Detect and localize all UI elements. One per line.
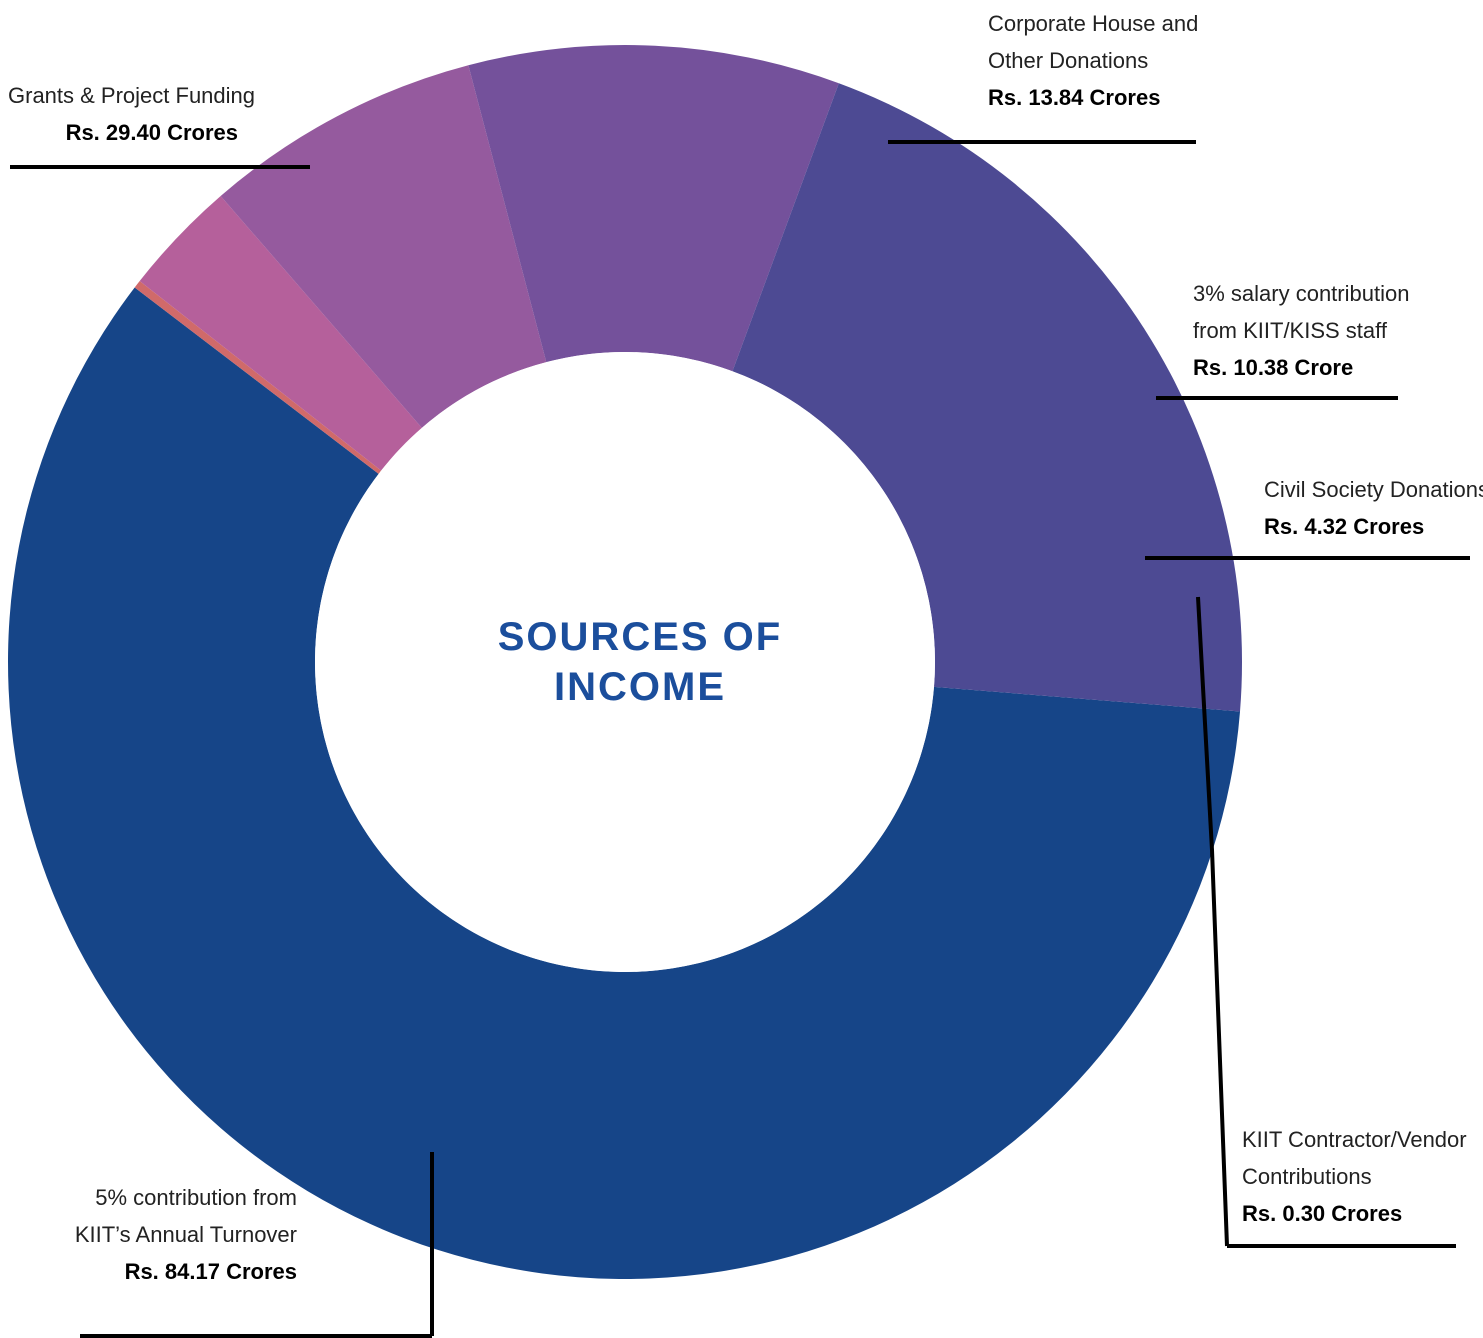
slice-label-text: 5% contribution from (95, 1185, 297, 1210)
slice-value-text: Rs. 0.30 Crores (1242, 1201, 1403, 1226)
slice-label-text: Other Donations (988, 48, 1149, 73)
slice-label-vendor: KIIT Contractor/Vendor Contributions Rs.… (1242, 1121, 1467, 1232)
donut-slice-3 (220, 65, 547, 428)
slice-value-text: Rs. 84.17 Crores (124, 1259, 297, 1284)
slice-label-text: KIIT Contractor/Vendor (1242, 1127, 1467, 1152)
leader-lines (10, 140, 1470, 1338)
slice-label-text: Civil Society Donations (1264, 477, 1483, 502)
donut-hole (315, 352, 935, 972)
donut-slice-5 (732, 83, 1242, 712)
donut-slice-2 (139, 195, 422, 471)
slice-value-text: Rs. 10.38 Crore (1193, 355, 1354, 380)
slice-label-text: Corporate House and (988, 11, 1199, 36)
chart-title-line-2: INCOME (554, 665, 726, 709)
slice-value-text: Rs. 13.84 Crores (988, 85, 1161, 110)
slice-label-corporate: Corporate House and Other Donations Rs. … (988, 5, 1198, 116)
slice-label-text: KIIT’s Annual Turnover (74, 1222, 297, 1247)
slice-label-grants: Grants & Project Funding Rs. 29.40 Crore… (8, 77, 256, 151)
slice-label-text: Grants & Project Funding (8, 83, 256, 108)
slice-label-text: from KIIT/KISS staff (1193, 318, 1387, 343)
donut-slices (8, 45, 1242, 1279)
chart-title: SOURCES OF INCOME (440, 612, 840, 712)
donut-slice-4 (468, 45, 839, 372)
slice-value-text: Rs. 29.40 Crores (65, 120, 238, 145)
donut-slice-0 (8, 287, 1241, 1279)
slice-label-text: 3% salary contribution (1193, 281, 1410, 306)
slice-label-turnover: 5% contribution from KIIT’s Annual Turno… (40, 1179, 297, 1290)
slice-label-text: Contributions (1242, 1164, 1372, 1189)
slice-label-salary: 3% salary contribution from KIIT/KISS st… (1193, 275, 1409, 386)
slice-value-text: Rs. 4.32 Crores (1264, 514, 1425, 539)
leader-line-vendor-v (1196, 596, 1229, 1247)
slice-label-civil: Civil Society Donations Rs. 4.32 Crores (1264, 471, 1483, 545)
chart-title-line-1: SOURCES OF (497, 615, 783, 659)
donut-slice-1 (134, 281, 382, 474)
